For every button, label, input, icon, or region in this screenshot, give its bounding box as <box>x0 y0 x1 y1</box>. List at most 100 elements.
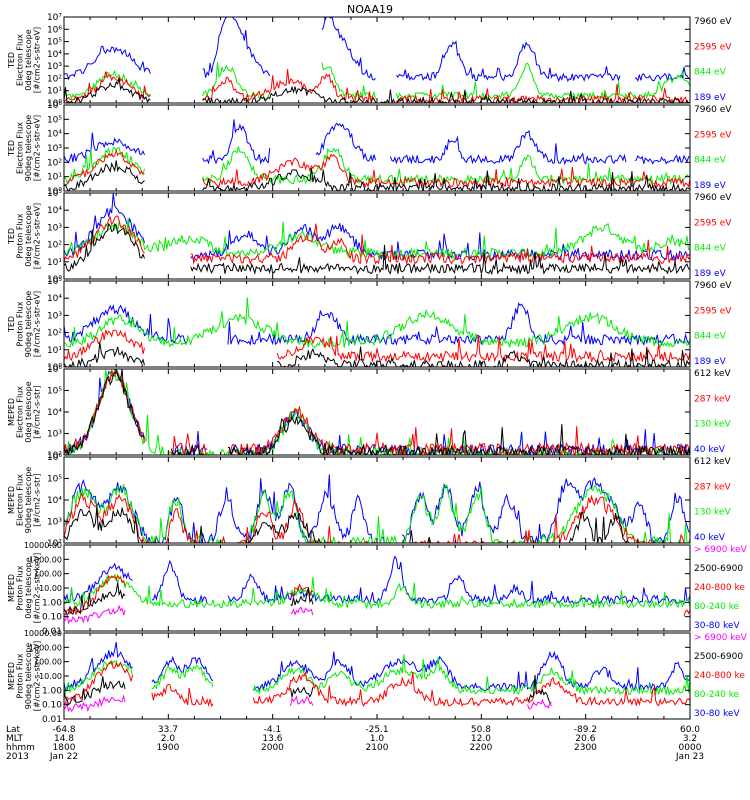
y-tick-label: 0.01 <box>42 715 62 725</box>
series-line-green <box>64 146 690 186</box>
series-line-blue <box>64 369 690 455</box>
legend-entry: > 6900 keV <box>694 633 748 643</box>
series-line-red <box>64 369 690 455</box>
x-tick-label: -64.8 <box>52 725 76 735</box>
y-tick-label: 10⁴ <box>47 50 62 60</box>
y-tick-label: 10⁶ <box>47 101 62 111</box>
y-tick-label: 10⁴ <box>47 206 62 216</box>
series-line-green <box>64 218 690 260</box>
y-axis-label: MEPEDElectron Flux90deg telescope[#/cm2-… <box>7 467 42 534</box>
series-line-blue <box>64 555 690 606</box>
y-axis-label: MEPEDProton Flux90deg telescope[#/cm2-s-… <box>7 641 42 712</box>
x-tick-label: -25.1 <box>365 725 388 735</box>
y-tick-label: 100.00 <box>34 658 62 667</box>
series-line-green <box>64 369 690 455</box>
y-tick-label: 10¹ <box>47 258 62 268</box>
panel-frame <box>63 632 691 720</box>
y-tick-label: 10³ <box>47 311 62 321</box>
y-tick-label: 10² <box>47 241 62 251</box>
y-tick-label: 10000.00 <box>24 541 62 550</box>
series-line-black <box>64 160 690 191</box>
legend-entry: 40 keV <box>694 445 726 455</box>
series-line-black <box>64 674 552 706</box>
x-tick-label: 20.6 <box>575 734 595 744</box>
series-line-red <box>64 215 690 266</box>
legend-entry: 30-80 keV <box>694 709 740 719</box>
legend-entry: 240-800 ke <box>694 583 745 593</box>
y-tick-label: 10² <box>47 74 62 84</box>
panel-2: 10⁶ 10⁵ 10⁴ 10³ 10² 10¹ 10⁰ TEDElectron Flux90d… <box>7 101 732 197</box>
y-tick-label: 1000.00 <box>29 555 62 564</box>
series-line-black <box>64 582 314 616</box>
y-tick-label: 10⁶ <box>47 453 62 463</box>
legend-entry: 844 eV <box>694 244 727 254</box>
y-tick-label: 10⁰ <box>47 187 62 197</box>
y-tick-label: 10⁶ <box>47 365 62 375</box>
y-tick-label: 0.01 <box>42 627 62 637</box>
y-tick-label: 10³ <box>47 62 62 72</box>
x-tick-label: 2000 <box>261 743 284 753</box>
y-tick-label: 10¹ <box>47 346 62 356</box>
legend-entry: 240-800 ke <box>694 671 745 681</box>
legend-entry: > 6900 keV <box>694 545 748 555</box>
y-axis-label: MEPEDProton Flux0deg telescope[#/cm2-s-s… <box>7 553 42 624</box>
legend-entry: 7960 eV <box>694 193 732 203</box>
y-tick-label: 10¹ <box>47 87 62 97</box>
series-group <box>64 119 690 191</box>
panel-4: 10⁵ 10⁴ 10³ 10² 10¹ 10⁰ TEDProton Flux90deg te… <box>7 277 732 373</box>
y-tick-label: 10⁶ <box>47 25 62 35</box>
panels: 10⁷ 10⁶ 10⁵ 10⁴ 10³ 10² 10¹ 10⁰ TEDElectron Flux… <box>7 13 748 725</box>
series-line-green <box>64 62 690 101</box>
x-tick-label: 0000 <box>679 743 702 753</box>
series-line-magenta <box>64 604 314 625</box>
legend-entry: 612 keV <box>694 457 731 467</box>
x-tick-label: 3.2 <box>683 734 697 744</box>
y-tick-label: 10³ <box>47 144 62 154</box>
legend-entry: 612 keV <box>694 369 731 379</box>
y-tick-label: 10⁵ <box>47 277 62 287</box>
y-tick-label: 10² <box>47 329 62 339</box>
legend-entry: 287 keV <box>694 482 731 492</box>
series-line-magenta <box>64 694 552 713</box>
x-tick-label: 13.6 <box>262 734 282 744</box>
legend-entry: 189 eV <box>694 357 727 367</box>
panel-1: 10⁷ 10⁶ 10⁵ 10⁴ 10³ 10² 10¹ 10⁰ TEDElectron Flux… <box>7 13 732 109</box>
legend-entry: 130 keV <box>694 420 731 430</box>
legend-entry: 189 eV <box>694 269 727 279</box>
panel-frame <box>63 280 691 368</box>
y-tick-label: 10³ <box>47 430 62 440</box>
x-tick-label: Jan 22 <box>49 752 78 762</box>
legend-entry: 7960 eV <box>694 105 732 115</box>
legend-entry: 844 eV <box>694 332 727 342</box>
series-group <box>64 555 690 625</box>
series-group <box>64 17 690 103</box>
legend-entry: 844 eV <box>694 156 727 166</box>
y-tick-label: 10² <box>47 539 62 549</box>
legend-entry: 80-240 ke <box>694 602 740 612</box>
legend-entry: 2595 eV <box>694 42 732 52</box>
y-tick-label: 100.00 <box>34 570 62 579</box>
x-tick-label: 2.0 <box>161 734 176 744</box>
x-tick-label: 2200 <box>469 743 492 753</box>
y-axis-label: TEDProton Flux90deg telescope[#/cm2-s-st… <box>7 291 42 358</box>
legend-entry: 130 keV <box>694 508 731 518</box>
series-line-blue <box>64 302 690 347</box>
panel-8: 10000.00 1000.00 100.00 10.00 1.00 0.10 0.01ME… <box>7 629 748 725</box>
series-group <box>64 474 690 543</box>
y-tick-label: 10.00 <box>39 672 62 681</box>
x-tick-label: 33.7 <box>158 725 178 735</box>
legend-entry: 40 keV <box>694 533 726 543</box>
legend-entry: 2500-6900 <box>694 564 743 574</box>
legend-entry: 2595 eV <box>694 306 732 316</box>
y-tick-label: 10¹ <box>47 173 62 183</box>
legend-entry: 30-80 keV <box>694 621 740 631</box>
y-tick-label: 1.00 <box>42 598 62 608</box>
legend-entry: 2500-6900 <box>694 652 743 662</box>
y-tick-label: 10⁵ <box>47 387 62 397</box>
legend-entry: 2595 eV <box>694 130 732 140</box>
x-row-label: Lat <box>6 725 21 735</box>
y-tick-label: 0.10 <box>42 613 62 623</box>
legend-entry: 2595 eV <box>694 218 732 228</box>
x-tick-label: 1900 <box>156 743 179 753</box>
